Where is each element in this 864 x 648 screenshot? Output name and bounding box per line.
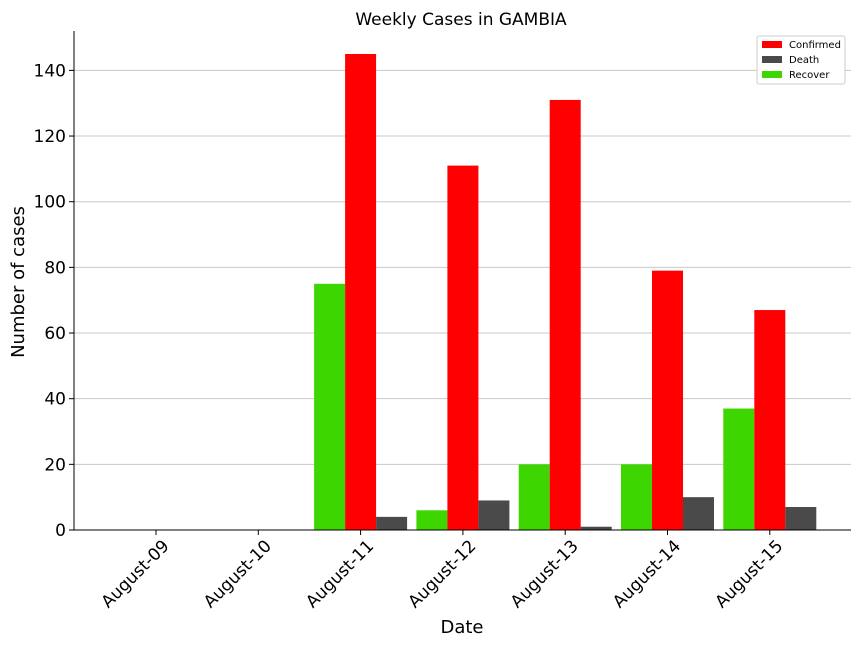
bar-recover <box>416 510 448 530</box>
y-tick-label: 40 <box>44 390 66 410</box>
bar-confirmed <box>549 99 581 530</box>
bars <box>314 53 817 531</box>
legend-label-confirmed: Confirmed <box>789 40 841 51</box>
y-tick-label: 60 <box>44 324 66 344</box>
bar-death <box>478 500 510 530</box>
y-tick-label: 20 <box>44 455 66 475</box>
y-tick-label: 80 <box>44 258 66 278</box>
legend-swatch-confirmed <box>762 41 782 48</box>
bar-death <box>785 507 817 530</box>
y-axis-title: Number of cases <box>8 206 29 358</box>
x-axis-title: Date <box>440 617 483 638</box>
legend-label-death: Death <box>789 55 819 66</box>
y-ticks: 0 20 40 60 80 100 120 140 <box>34 61 74 541</box>
bar-recover <box>518 464 550 530</box>
y-tick-label: 100 <box>34 193 66 213</box>
bar-death <box>683 497 714 530</box>
x-tick-label: August-11 <box>302 536 378 612</box>
bar-confirmed <box>447 165 479 530</box>
legend-label-recover: Recover <box>789 70 830 81</box>
bar-death <box>376 516 408 530</box>
legend-swatch-death <box>762 56 782 63</box>
bar-recover <box>621 464 652 530</box>
x-tick-label: August-15 <box>711 536 787 612</box>
y-tick-label: 0 <box>55 521 66 541</box>
x-tick-label: August-09 <box>98 536 174 612</box>
x-tick-label: August-10 <box>200 536 276 612</box>
x-tick-label: August-12 <box>405 536 481 612</box>
y-tick-label: 120 <box>34 127 66 147</box>
y-tick-label: 140 <box>34 61 66 81</box>
bar-death <box>580 526 612 530</box>
chart-title: Weekly Cases in GAMBIA <box>355 10 567 30</box>
legend-swatch-recover <box>762 71 782 78</box>
bar-confirmed <box>345 53 377 531</box>
bar-recover <box>723 408 755 530</box>
bar-recover <box>314 283 346 530</box>
bar-confirmed <box>754 310 786 530</box>
x-tick-label: August-14 <box>609 536 685 612</box>
legend: Confirmed Death Recover <box>756 35 846 85</box>
x-tick-label: August-13 <box>507 536 583 612</box>
bar-confirmed <box>652 270 683 530</box>
x-ticks: August-09 August-10 August-11 August-12 Augu… <box>98 530 787 612</box>
